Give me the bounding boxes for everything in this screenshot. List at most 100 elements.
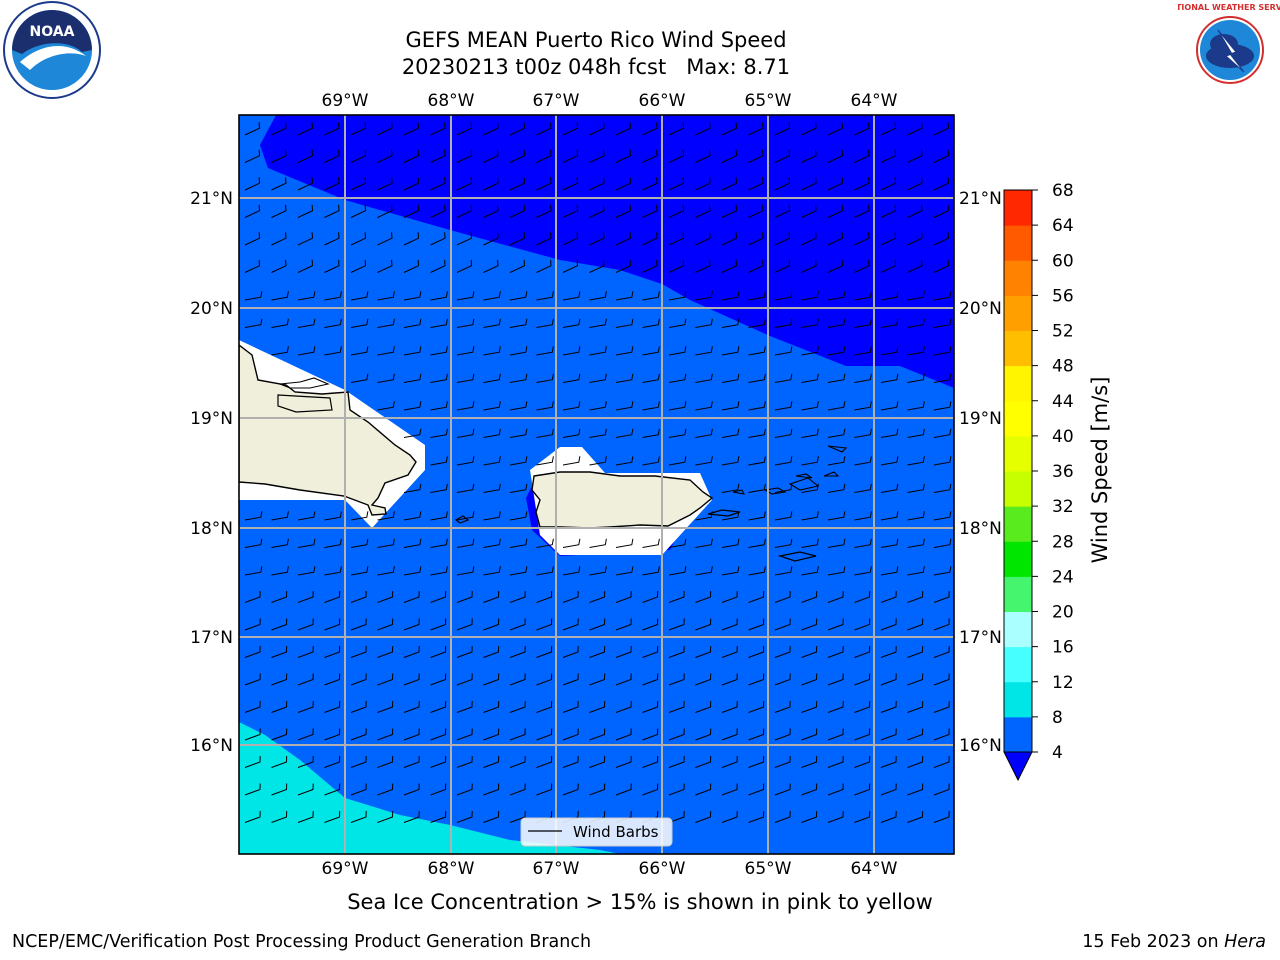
wind-barb: [907, 755, 924, 768]
wind-barb: [509, 401, 528, 411]
wind-barb: [615, 538, 634, 548]
wind-barb: [907, 618, 924, 631]
wind-barb: [483, 538, 501, 548]
wind-barb: [827, 428, 846, 438]
wind-barb: [483, 177, 499, 191]
wind-barb: [695, 590, 712, 603]
colorbar-tick-label: 64: [1052, 216, 1074, 236]
colorbar-tick-label: 48: [1052, 357, 1074, 377]
wind-barb: [854, 122, 870, 136]
wind-barb: [483, 645, 500, 658]
wind-barb: [880, 538, 899, 548]
wind-barb: [880, 177, 897, 191]
wind-barb: [695, 783, 712, 796]
wind-barb: [589, 291, 607, 301]
wind-barb: [801, 483, 819, 493]
wind-barb: [880, 232, 897, 246]
wind-barb: [403, 755, 420, 768]
colorbar-under-extension: [1003, 751, 1033, 782]
wind-barb: [430, 673, 447, 686]
wind-barb: [430, 177, 446, 191]
wind-barb: [854, 645, 871, 658]
colorbar-tick-label: 4: [1052, 743, 1063, 763]
colorbar-segment: [1004, 471, 1032, 507]
wind-barb: [536, 645, 553, 658]
legend-label: Wind Barbs: [573, 823, 659, 841]
colorbar-tick-label: 8: [1052, 708, 1063, 728]
wind-barb: [642, 728, 659, 741]
wind-barb: [377, 204, 393, 218]
wind-barb: [350, 566, 369, 576]
wind-barb: [324, 149, 340, 163]
wind-barb: [721, 346, 740, 356]
wind-barb: [509, 149, 526, 163]
wind-barb: [324, 291, 342, 301]
wind-barb: [430, 755, 447, 768]
wind-barb: [483, 700, 500, 713]
wind-barb: [271, 783, 288, 796]
wind-barb: [907, 204, 923, 218]
wind-barb: [589, 755, 606, 768]
wind-barb: [324, 783, 341, 796]
wind-barb: [668, 177, 685, 191]
wind-barb: [297, 700, 314, 713]
wind-barb: [536, 673, 553, 686]
wind-barb: [562, 618, 579, 631]
wind-barb: [642, 590, 659, 603]
wind-barb: [562, 177, 579, 191]
wind-barb: [933, 318, 952, 328]
wind-barb: [562, 259, 579, 273]
wind-barb: [350, 346, 369, 356]
wind-barb: [377, 291, 395, 301]
lat-label-left: 17°N: [190, 628, 233, 648]
wind-barb: [748, 204, 764, 218]
wind-barb: [536, 346, 554, 356]
wind-barb: [456, 728, 473, 741]
wind-barb: [483, 204, 499, 218]
wind-barb: [562, 318, 581, 328]
wind-barb: [801, 618, 818, 631]
wind-barb: [907, 122, 923, 136]
wind-barb: [377, 149, 393, 163]
wind-barb: [642, 538, 660, 548]
wind-barb: [668, 401, 687, 411]
wind-barb: [721, 122, 738, 136]
wind-barb: [562, 232, 579, 246]
wind-barb: [801, 456, 819, 466]
wind-barb: [483, 149, 499, 163]
lon-label-top: 64°W: [851, 91, 898, 111]
noaa-logo-text: NOAA: [30, 24, 75, 40]
wind-barb: [244, 590, 261, 603]
wind-barb: [695, 456, 713, 466]
wind-barb: [774, 673, 791, 686]
wind-barb: [271, 204, 287, 218]
wind-barb: [297, 511, 316, 521]
wind-barb: [456, 538, 475, 548]
wind-barb: [880, 783, 897, 796]
wind-barb: [377, 346, 395, 356]
wind-barb: [854, 755, 871, 768]
wind-barb: [509, 511, 528, 521]
wind-barb: [801, 428, 819, 438]
wind-barb: [615, 177, 632, 191]
wind-barb: [377, 373, 395, 383]
wind-barb: [536, 401, 554, 411]
wind-barb: [483, 728, 500, 741]
wind-barb: [854, 700, 871, 713]
footer-date: 15 Feb 2023 on Hera: [1082, 932, 1266, 952]
wind-barb: [854, 291, 872, 301]
wind-barb: [748, 700, 765, 713]
wind-barb: [509, 566, 528, 576]
wind-barb: [854, 590, 871, 603]
wind-barb: [827, 122, 844, 136]
wind-barb: [297, 618, 314, 631]
colorbar-segment: [1004, 646, 1032, 683]
wind-barb: [801, 590, 818, 603]
wind-barb: [483, 346, 501, 356]
wind-barb: [933, 566, 952, 576]
wind-barb: [721, 538, 740, 548]
wind-barb: [350, 645, 367, 658]
wind-barb: [827, 645, 844, 658]
wind-barb: [748, 232, 764, 246]
wind-barb: [880, 122, 897, 136]
